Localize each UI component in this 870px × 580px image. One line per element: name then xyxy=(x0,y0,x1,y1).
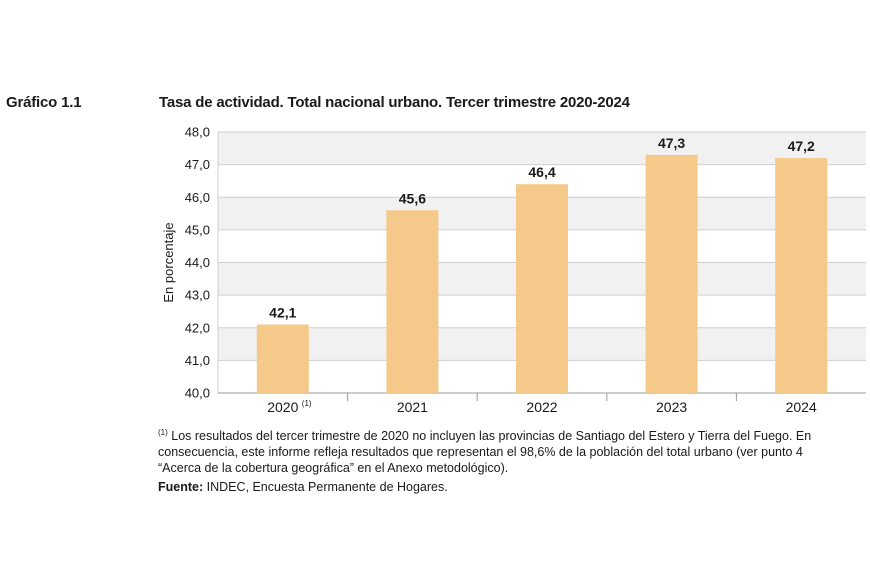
y-tick-label: 43,0 xyxy=(185,288,210,303)
x-tick-label-2020: 2020 xyxy=(267,399,298,415)
source-label: Fuente: xyxy=(158,480,204,494)
source-note: Fuente: INDEC, Encuesta Permanente de Ho… xyxy=(158,480,448,494)
value-label-2020: 42,1 xyxy=(269,304,296,320)
value-label-2024: 47,2 xyxy=(788,138,815,154)
x-tick-label-2021: 2021 xyxy=(397,399,428,415)
value-label-2022: 46,4 xyxy=(528,164,555,180)
source-text: INDEC, Encuesta Permanente de Hogares. xyxy=(203,480,448,494)
x-tick-label-2024: 2024 xyxy=(786,399,817,415)
y-tick-label: 40,0 xyxy=(185,386,210,401)
bar-2022 xyxy=(516,184,568,393)
footnote: (1) Los resultados del tercer trimestre … xyxy=(158,425,870,476)
y-tick-label: 46,0 xyxy=(185,190,210,205)
bar-2024 xyxy=(775,158,828,393)
bar-2020 xyxy=(256,324,309,393)
footnote-line-1: (1) Los resultados del tercer trimestre … xyxy=(158,425,870,444)
value-label-2021: 45,6 xyxy=(399,190,426,206)
footnote-line-3: “Acerca de la cobertura geográfica” en e… xyxy=(158,461,509,475)
grid-band xyxy=(218,132,866,165)
y-axis-label: En porcentaje xyxy=(161,222,176,302)
y-tick-label: 48,0 xyxy=(185,125,210,140)
figure-label: Gráfico 1.1 xyxy=(6,94,82,111)
value-label-2023: 47,3 xyxy=(658,135,685,151)
y-tick-label: 47,0 xyxy=(185,157,210,172)
bar-2021 xyxy=(386,210,439,393)
y-tick-label: 42,0 xyxy=(185,320,210,335)
x-tick-note: (1) xyxy=(302,399,312,408)
footnote-marker: (1) xyxy=(158,428,168,437)
y-tick-label: 44,0 xyxy=(185,255,210,270)
x-tick-label-2023: 2023 xyxy=(656,399,687,415)
figure-title: Tasa de actividad. Total nacional urbano… xyxy=(159,94,630,111)
footnote-line-2: consecuencia, este informe refleja resul… xyxy=(158,445,803,459)
bar-2023 xyxy=(645,154,698,393)
y-tick-label: 41,0 xyxy=(185,353,210,368)
x-tick-label-2022: 2022 xyxy=(526,399,557,415)
footnote-text-1: Los resultados del tercer trimestre de 2… xyxy=(167,429,812,443)
y-tick-label: 45,0 xyxy=(185,222,210,237)
